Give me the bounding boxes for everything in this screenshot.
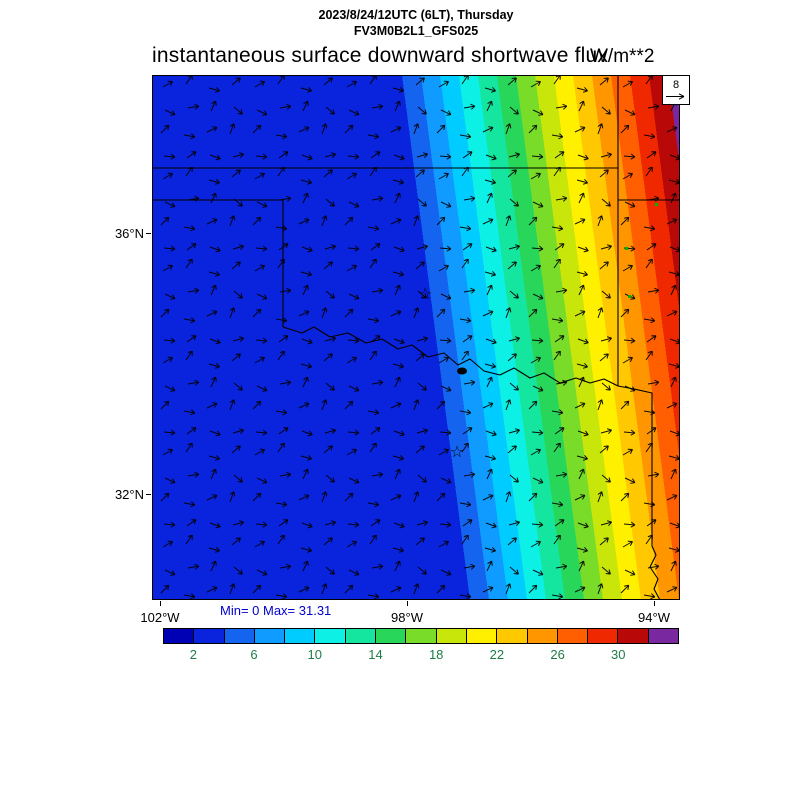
colorbar-segment [285, 629, 316, 643]
lon-label-102w: 102°W [140, 610, 180, 625]
colorbar-segment [648, 629, 679, 643]
lat-label-32n: 32°N [114, 487, 144, 502]
map-canvas: ☆ ☆ [152, 75, 680, 600]
colorbar-segment [618, 629, 649, 643]
valid-time-header: 2023/8/24/12UTC (6LT), Thursday [318, 8, 514, 22]
colorbar-tick-label: 26 [550, 647, 565, 662]
model-name-header: FV3M0B2L1_GFS025 [353, 24, 479, 38]
colorbar-tick-label: 6 [250, 647, 258, 662]
colorbar-segment [164, 629, 195, 643]
colorbar [163, 628, 679, 644]
wind-arrow-field [152, 75, 680, 600]
map-plot: ☆ ☆ 8 [152, 75, 690, 600]
colorbar-tick-label: 30 [611, 647, 626, 662]
colorbar-segment [436, 629, 467, 643]
colorbar-tick-label: 14 [368, 647, 383, 662]
colorbar-segment [345, 629, 377, 643]
units-label: W/m**2 [590, 46, 655, 67]
plot-frame [152, 75, 680, 600]
reference-vector-value: 8 [672, 78, 680, 91]
colorbar-tick-label: 22 [489, 647, 505, 662]
colorbar-segment [194, 629, 225, 643]
colorbar-tick-label: 18 [428, 647, 444, 662]
lon-tick-98w [407, 601, 408, 606]
colorbar-segment [315, 629, 346, 643]
reference-vector-box: 8 [662, 75, 690, 105]
lon-tick-94w [654, 601, 655, 606]
star-marker-north: ☆ [418, 284, 432, 303]
min-max-label: Min= 0 Max= 31.31 [220, 603, 332, 618]
lat-label-36n: 36°N [114, 226, 144, 241]
reference-vector-arrow [666, 92, 685, 100]
plot-title: instantaneous surface downward shortwave… [152, 44, 609, 67]
colorbar-segment [224, 629, 255, 643]
lat-tick-32n [146, 494, 151, 495]
colorbar-segment [527, 629, 558, 643]
colorbar-segment [466, 629, 498, 643]
colorbar-segment [406, 629, 437, 643]
lon-label-94w: 94°W [638, 610, 670, 625]
colorbar-segment [497, 629, 528, 643]
colorbar-segment [557, 629, 589, 643]
colorbar-labels: 2 6 10 14 18 22 26 30 [163, 647, 679, 663]
colorbar-segment [376, 629, 407, 643]
lat-tick-36n [146, 233, 151, 234]
colorbar-segment [254, 629, 286, 643]
lon-label-98w: 98°W [391, 610, 423, 625]
colorbar-tick-label: 2 [189, 647, 197, 662]
star-marker-south: ☆ [450, 442, 464, 461]
lon-tick-102w [160, 601, 161, 606]
station-dots [625, 203, 658, 298]
colorbar-tick-label: 10 [307, 647, 322, 662]
colorbar-segment [588, 629, 619, 643]
